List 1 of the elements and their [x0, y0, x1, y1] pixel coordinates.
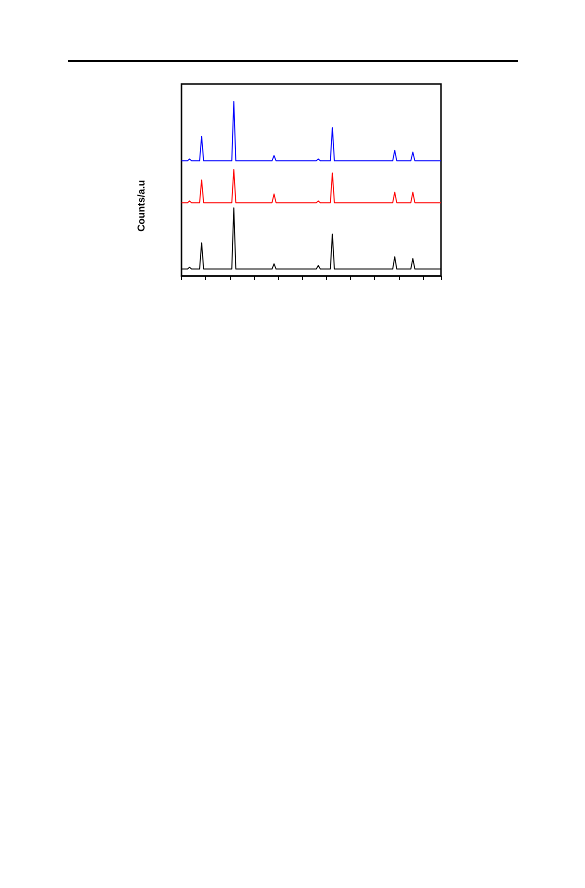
y-axis-title: Counts/a.u	[136, 180, 148, 232]
